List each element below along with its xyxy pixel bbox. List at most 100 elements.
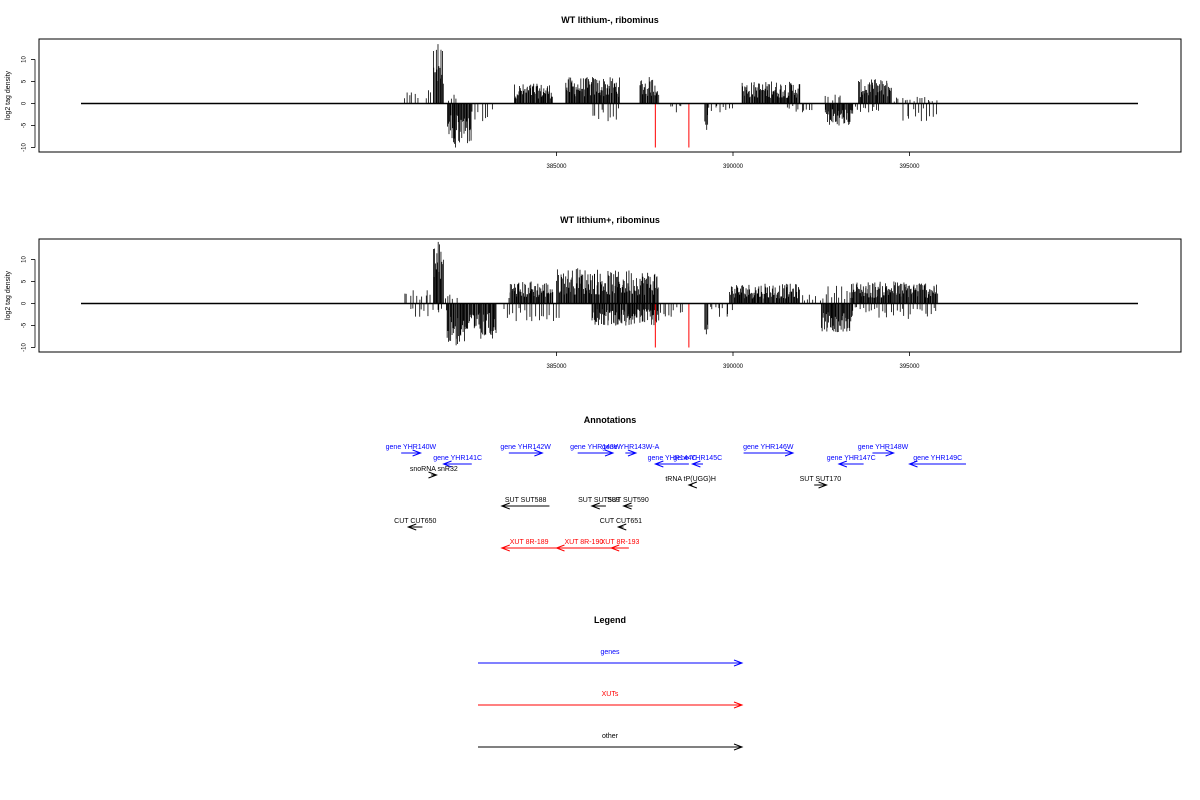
panel-title: WT lithium-, ribominus (561, 15, 659, 25)
plot-frame (38, 38, 1182, 153)
y-tick-label: 0 (22, 301, 28, 305)
legend-label: XUTs (602, 691, 619, 698)
annotation-label: gene YHR143W-A (602, 444, 660, 451)
legend-item: other (478, 733, 744, 751)
annotation-feature: CUT CUT650 (394, 518, 437, 531)
annotation-feature: CUT CUT651 (600, 518, 642, 531)
track-panel-1: WT lithium-, ribominus -10 -5 0 5 10 log2 tag … (5, 15, 1182, 170)
annotation-arrowhead (609, 544, 620, 552)
annotation-arrowhead (885, 449, 896, 457)
annotation-label: SUT SUT588 (505, 497, 547, 504)
annotation-label: tRNA tP(UGG)H (665, 476, 716, 483)
legend-panel: Legend genes XUTs other (478, 615, 744, 751)
legend-arrowhead (733, 659, 744, 667)
annotation-label: XUT 8R-193 (601, 539, 640, 546)
annotation-feature: gene YHR146W (743, 444, 795, 457)
x-tick-label: 385000 (546, 364, 567, 370)
annotation-feature: gene YHR145C (673, 455, 722, 468)
annotation-label: gene YHR143W (570, 444, 621, 451)
annotation-arrowhead (653, 460, 664, 468)
annotation-feature: gene YHR140W (386, 444, 437, 457)
annotation-arrowhead (784, 449, 795, 457)
annotation-label: gene YHR142W (500, 444, 551, 451)
annotation-label: SUT SUT170 (800, 476, 842, 483)
y-tick-label: -10 (22, 343, 28, 352)
annotation-label: gene YHR141C (433, 455, 482, 462)
annotation-label: gene YHR149C (913, 455, 962, 462)
track-panel-2: WT lithium+, ribominus -10 -5 0 5 10 log2 tag … (5, 215, 1182, 370)
annotation-label: XUT 8R-190 (564, 539, 603, 546)
annotation-feature: gene YHR141C (433, 455, 482, 468)
annotation-feature: XUT 8R-189 (500, 539, 557, 552)
annotation-arrowhead (818, 481, 828, 489)
annotation-feature: gene YHR142W (500, 444, 551, 457)
plot-frame (38, 238, 1182, 353)
annotation-feature: tRNA tP(UGG)H (665, 476, 716, 489)
annotation-arrowhead (534, 449, 544, 457)
annotation-arrowhead (500, 502, 510, 510)
annotation-arrowhead (500, 544, 510, 552)
legend-label: genes (600, 649, 620, 656)
y-tick-label: 10 (22, 56, 28, 63)
annotation-arrowhead (627, 449, 638, 457)
annotations-panel: Annotations gene YHR140W gene YHR141C snoRN… (386, 415, 966, 552)
annotation-arrowhead (616, 523, 627, 531)
annotation-label: gene YHR148W (858, 444, 909, 451)
annotation-feature: gene YHR144C (648, 455, 697, 468)
annotation-feature: SUT SUT590 (607, 497, 649, 510)
annotation-feature: snoRNA snR32 (410, 466, 458, 479)
annotation-label: SUT SUT589 (578, 497, 620, 504)
annotation-label: gene YHR146W (743, 444, 794, 451)
y-tick-label: 5 (22, 279, 28, 283)
x-tick-label: 390000 (723, 364, 744, 370)
annotation-arrowhead (837, 460, 848, 468)
x-tick-label: 385000 (546, 164, 567, 170)
annotation-feature: gene YHR149C (908, 455, 966, 468)
legend-arrowhead (733, 701, 744, 709)
annotation-arrowhead (604, 449, 615, 457)
annotation-feature: XUT 8R-190 (555, 539, 612, 552)
annotation-arrowhead (555, 544, 565, 552)
annotation-feature: gene YHR147C (827, 455, 876, 468)
annotation-label: gene YHR144C (648, 455, 697, 462)
annotation-label: gene YHR140W (386, 444, 437, 451)
annotation-feature: gene YHR143W (570, 444, 621, 457)
annotation-label: CUT CUT651 (600, 518, 642, 525)
annotation-feature: SUT SUT588 (500, 497, 550, 510)
annotation-feature: gene YHR143W-A (602, 444, 660, 457)
annotation-feature: XUT 8R-193 (601, 539, 640, 552)
y-tick-label: 5 (22, 79, 28, 83)
annotation-arrowhead (590, 502, 600, 510)
annotations-title: Annotations (584, 415, 637, 425)
panel-title: WT lithium+, ribominus (560, 215, 660, 225)
x-tick-label: 390000 (723, 164, 744, 170)
y-tick-label: -5 (22, 322, 28, 328)
y-tick-label: -10 (22, 143, 28, 152)
legend-item: XUTs (478, 691, 744, 709)
x-tick-label: 395000 (899, 364, 920, 370)
annotation-arrowhead (690, 460, 701, 468)
y-axis-label: log2 tag density (5, 70, 12, 120)
y-tick-label: 10 (22, 256, 28, 263)
annotation-label: gene YHR147C (827, 455, 876, 462)
legend-arrowhead (733, 743, 744, 751)
annotation-label: snoRNA snR32 (410, 466, 458, 473)
annotation-feature: SUT SUT589 (578, 497, 620, 510)
legend-label: other (602, 733, 619, 740)
y-tick-label: -5 (22, 122, 28, 128)
annotation-label: SUT SUT590 (607, 497, 649, 504)
annotation-feature: SUT SUT170 (800, 476, 842, 489)
annotation-arrowhead (622, 502, 632, 510)
annotation-label: gene YHR145C (673, 455, 722, 462)
x-tick-label: 395000 (899, 164, 920, 170)
annotation-arrowhead (428, 471, 438, 479)
annotation-arrowhead (908, 460, 918, 468)
legend-item: genes (478, 649, 744, 667)
annotation-feature: gene YHR148W (858, 444, 909, 457)
annotation-arrowhead (406, 523, 417, 531)
y-tick-label: 0 (22, 101, 28, 105)
legend-title: Legend (594, 615, 626, 625)
y-axis-label: log2 tag density (5, 270, 12, 320)
annotation-label: CUT CUT650 (394, 518, 436, 525)
